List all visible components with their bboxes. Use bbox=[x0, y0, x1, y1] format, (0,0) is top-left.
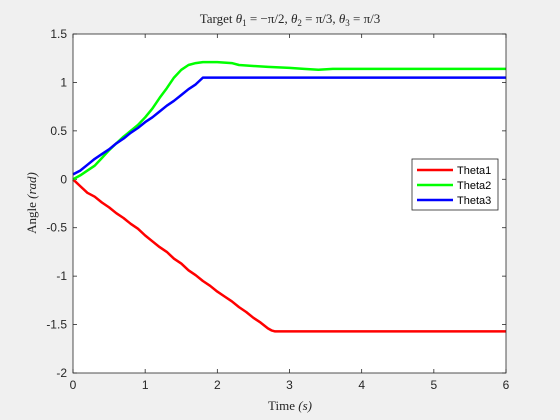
series-line-theta3 bbox=[72, 76, 506, 176]
y-axis-ticks: -2 -1.5 -1 -0.5 0 0.5 1 1.5 bbox=[46, 27, 506, 380]
x-tick-label: 0 bbox=[70, 378, 77, 392]
x-tick-label: 1 bbox=[142, 378, 149, 392]
series-line-theta1 bbox=[72, 178, 506, 333]
legend-label-theta1: Theta1 bbox=[457, 165, 491, 177]
legend: Theta1 Theta2 Theta3 bbox=[411, 158, 499, 211]
x-axis-label: Time (s) bbox=[268, 398, 312, 413]
legend-label-theta2: Theta2 bbox=[457, 180, 491, 192]
y-tick-label: 0 bbox=[60, 172, 67, 186]
y-tick-label: -0.5 bbox=[46, 221, 67, 235]
x-axis-ticks: 0 1 2 3 4 5 6 bbox=[70, 34, 510, 392]
x-tick-label: 6 bbox=[503, 378, 510, 392]
x-tick-label: 2 bbox=[214, 378, 221, 392]
axes-box bbox=[72, 33, 507, 374]
y-tick-label: 1 bbox=[60, 75, 67, 89]
legend-label-theta3: Theta3 bbox=[457, 195, 491, 207]
y-tick-label: -1.5 bbox=[46, 318, 67, 332]
y-tick-label: -2 bbox=[56, 366, 67, 380]
x-tick-label: 4 bbox=[358, 378, 365, 392]
y-tick-label: -1 bbox=[56, 269, 67, 283]
y-tick-label: 0.5 bbox=[50, 124, 67, 138]
series-lines bbox=[72, 60, 506, 333]
x-tick-label: 5 bbox=[430, 378, 437, 392]
x-tick-label: 3 bbox=[286, 378, 293, 392]
chart-title: Target θ1 = −π/2, θ2 = π/3, θ3 = π/3 bbox=[200, 11, 381, 28]
y-tick-label: 1.5 bbox=[50, 27, 67, 41]
y-axis-label: Angle (rad) bbox=[24, 172, 39, 234]
